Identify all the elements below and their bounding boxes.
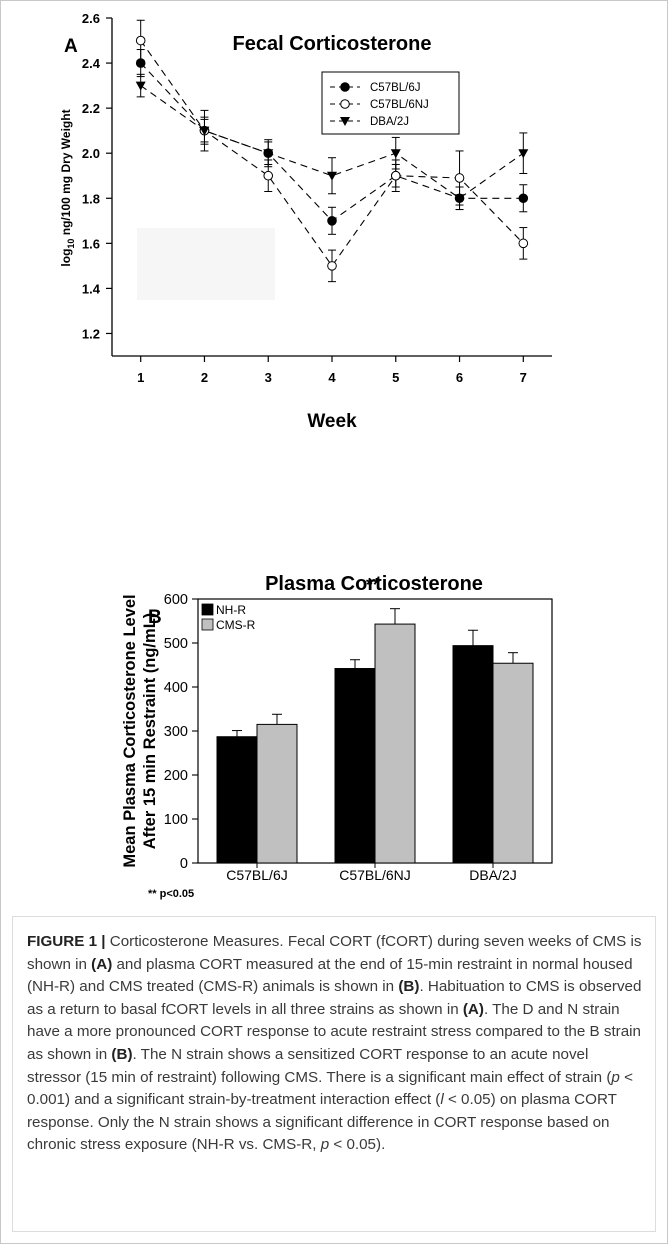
ylabel-suffix: ng/100 mg Dry Weight: [59, 109, 73, 238]
data-point: [327, 171, 337, 181]
caption-run: p: [611, 1068, 620, 1086]
data-point: [263, 170, 274, 181]
caption-run: (A): [462, 1000, 484, 1018]
caption-run: . Habituation to CMS is observed as a re…: [27, 978, 642, 1018]
caption-run: < 0.05).: [329, 1136, 386, 1154]
bar-NH-R-C57BL/6J: [216, 736, 258, 864]
y-tick-label: 2.2: [82, 101, 100, 116]
panel-label-b: B: [148, 607, 162, 628]
legend-marker: [340, 99, 350, 109]
chart-b-title: Plasma Corticosterone: [265, 573, 483, 595]
legend-label: C57BL/6J: [370, 82, 421, 94]
x-tick-label: 2: [201, 370, 208, 385]
ylabel-subscript: 10: [66, 239, 76, 249]
caption-run: < 0.001) and a significant strain-by-tre…: [27, 1068, 633, 1109]
legend-marker: [340, 82, 350, 92]
caption-run: . The N strain shows a sensitized CORT r…: [27, 1045, 612, 1086]
legend-label: CMS-R: [216, 618, 256, 632]
y-tick-label: 200: [164, 768, 188, 784]
y-tick-label: 300: [164, 724, 188, 740]
chart-b-ylabel-line2: After 15 min Restraint (ng/mL): [141, 613, 159, 850]
data-point: [390, 170, 401, 181]
category-label: C57BL/6NJ: [339, 867, 411, 883]
chart-a-legend: C57BL/6J C57BL/6NJ DBA/2J: [321, 71, 460, 135]
significance-note: ** p<0.05: [148, 888, 194, 900]
caption-run: Corticosterone Measures. Fecal CORT (fCO…: [27, 933, 642, 973]
data-point: [454, 173, 465, 183]
chart-b-ylabel-line1: Mean Plasma Corticosterone Level: [121, 594, 139, 867]
data-point: [135, 35, 146, 46]
x-tick-label: 3: [265, 370, 272, 385]
y-tick-label: 1.4: [82, 281, 101, 296]
data-point: [327, 216, 337, 226]
caption-run: l: [440, 1091, 444, 1109]
data-point: [518, 193, 529, 204]
legend-label: DBA/2J: [370, 116, 409, 128]
legend-label: NH-R: [216, 603, 246, 617]
chart-b-plasma-corticosterone: Plasma Corticosterone B 0 100 200 300 400 500 60…: [121, 573, 553, 900]
y-tick-label: 400: [164, 680, 188, 696]
caption-run: p: [320, 1136, 330, 1154]
chart-a-fecal-corticosterone: A Fecal Corticosterone 1.2 1.4 1.6 1.8 2.0 2.2 2…: [59, 11, 552, 432]
bar-NH-R-C57BL/6NJ: [334, 668, 376, 864]
y-tick-label: 1.6: [82, 236, 100, 251]
x-tick-label: 6: [456, 370, 463, 385]
y-tick-label: 2.0: [82, 146, 100, 161]
series-DBA/2J: [135, 73, 529, 211]
data-point: [135, 81, 146, 91]
x-tick-label: 1: [137, 370, 144, 385]
chart-a-title: Fecal Corticosterone: [233, 33, 432, 55]
caption-run: (A): [91, 955, 113, 973]
y-tick-label: 2.4: [82, 56, 101, 71]
x-tick-label: 5: [392, 370, 399, 385]
data-point: [454, 194, 465, 204]
data-point: [199, 126, 210, 136]
significance-mark: **: [366, 575, 380, 595]
legend-label: C57BL/6NJ: [370, 99, 429, 111]
legend-swatch: [201, 618, 214, 631]
bar-CMS-R-DBA/2J: [492, 662, 534, 864]
y-tick-label: 2.6: [82, 11, 100, 26]
caption-run: (B): [111, 1045, 133, 1063]
bar-CMS-R-C57BL/6J: [256, 723, 298, 864]
caption-run: < 0.05) on plasma CORT response. Only th…: [27, 1091, 617, 1154]
category-label: C57BL/6J: [226, 867, 287, 883]
data-point: [263, 149, 274, 159]
caption-label: FIGURE 1 |: [27, 933, 106, 950]
bar-CMS-R-C57BL/6NJ: [374, 623, 416, 864]
caption-run: (B): [398, 978, 420, 996]
chart-a-ylabel: log10 ng/100 mg Dry Weight: [59, 109, 76, 266]
y-tick-label: 0: [180, 856, 188, 872]
data-point: [518, 238, 529, 249]
caption-run: and plasma CORT measured at the end of 1…: [27, 955, 633, 996]
ylabel-prefix: log: [59, 249, 73, 267]
category-label: DBA/2J: [469, 867, 516, 883]
x-tick-label: 4: [328, 370, 336, 385]
x-tick-label: 7: [520, 370, 527, 385]
y-tick-label: 1.8: [82, 191, 100, 206]
chart-a-xlabel: Week: [307, 411, 357, 432]
y-tick-label: 1.2: [82, 326, 100, 341]
bar-NH-R-DBA/2J: [452, 645, 494, 864]
data-point: [390, 149, 401, 159]
caption-run: . The D and N strain have a more pronoun…: [27, 1000, 642, 1063]
figure-caption: FIGURE 1 | Corticosterone Measures. Feca…: [12, 916, 656, 1232]
data-point: [327, 261, 337, 271]
legend-marker: [340, 117, 350, 126]
plot-shading: [137, 228, 275, 300]
data-point: [518, 149, 529, 159]
panel-label-a: A: [64, 36, 78, 57]
y-tick-label: 600: [164, 592, 188, 608]
y-tick-label: 100: [164, 812, 188, 828]
y-tick-label: 500: [164, 636, 188, 652]
legend-swatch: [201, 603, 214, 616]
caption-body: Corticosterone Measures. Fecal CORT (fCO…: [27, 933, 641, 1153]
